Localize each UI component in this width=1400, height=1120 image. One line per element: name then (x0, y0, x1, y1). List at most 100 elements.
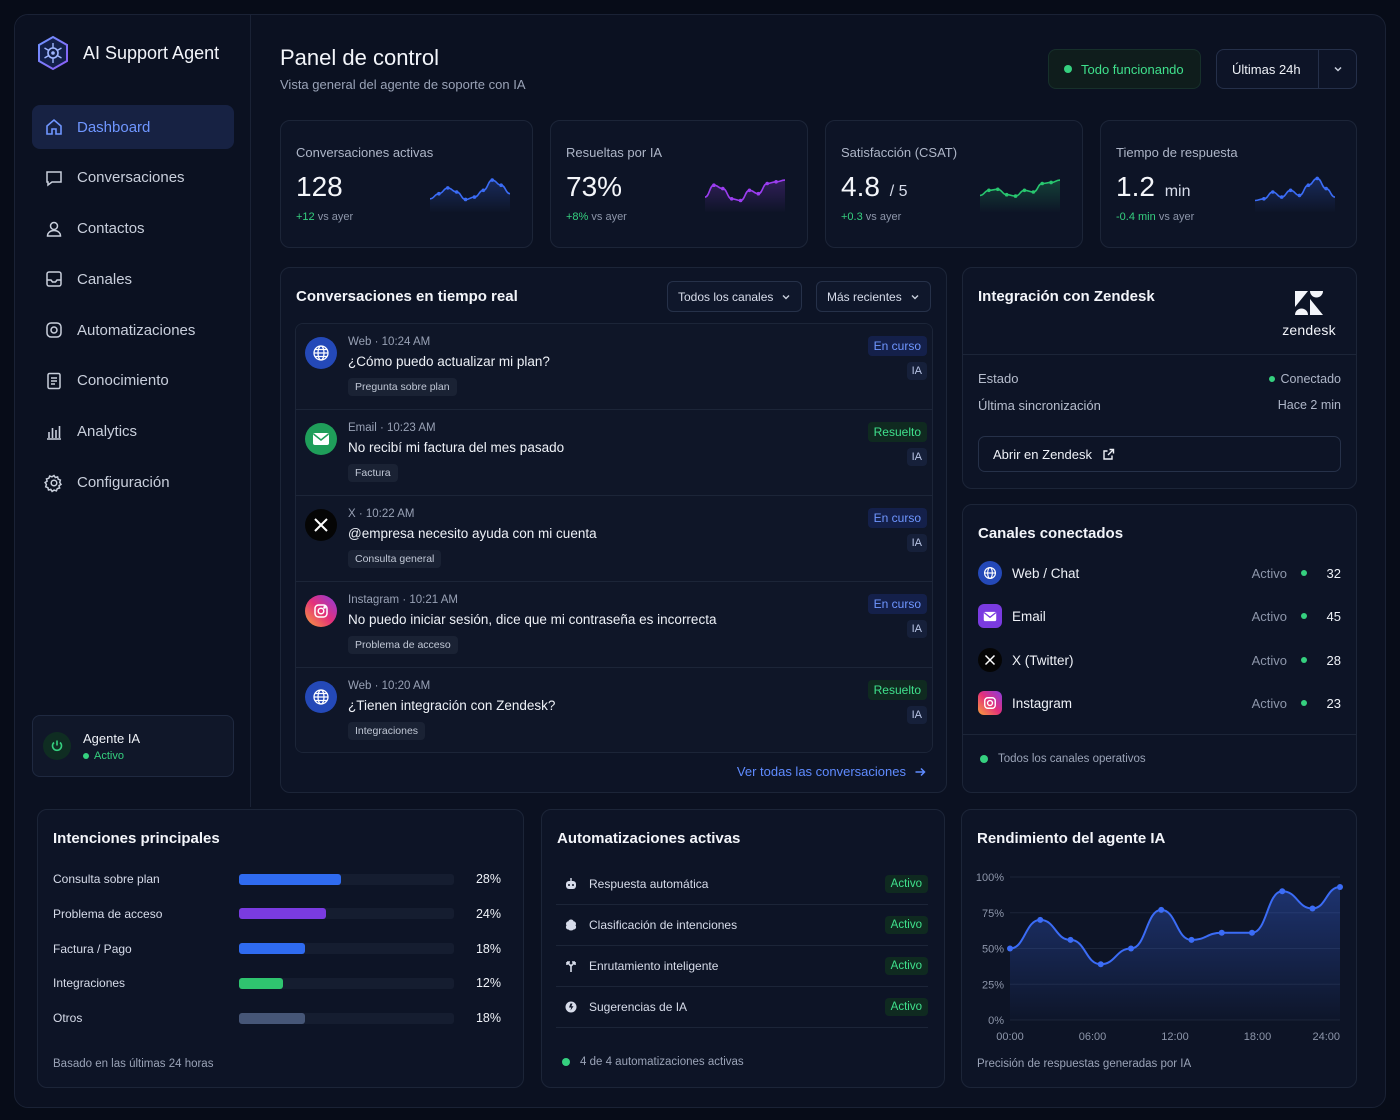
chart-caption: Precisión de respuestas generadas por IA (977, 1058, 1192, 1070)
kpi-value: 73% (566, 171, 622, 203)
sidebar-item-contactos[interactable]: Contactos (32, 207, 234, 251)
sync-value: Hace 2 min (1277, 398, 1341, 412)
conversation-row[interactable]: Instagram · 10:21 AM No puedo iniciar se… (296, 582, 932, 668)
sparkline-point (1315, 176, 1320, 181)
globe-icon (305, 681, 337, 713)
kpi-value: 4.8 / 5 (841, 171, 908, 203)
mail-icon (305, 423, 337, 455)
kpi-card-csat[interactable]: Satisfacción (CSAT) 4.8 / 5 +0.3 vs ayer (825, 120, 1083, 248)
sort-select[interactable]: Más recientes (816, 281, 931, 312)
intent-row[interactable]: Consulta sobre plan 28% (53, 869, 501, 889)
channel-row-web[interactable]: Web / Chat Activo 32 (978, 559, 1341, 587)
conversation-message: @empresa necesito ayuda con mi cuenta (348, 526, 597, 541)
y-tick-label: 0% (988, 1015, 1004, 1027)
sidebar-item-analytics[interactable]: Analytics (32, 410, 234, 454)
state-value-text: Conectado (1280, 371, 1341, 386)
panel-title: Integración con Zendesk (978, 288, 1155, 305)
sparkline-point (1262, 197, 1266, 201)
state-value: Conectado (1268, 371, 1341, 386)
intents-footer: Basado en las últimas 24 horas (53, 1058, 214, 1070)
divider (963, 734, 1356, 735)
intent-row[interactable]: Problema de acceso 24% (53, 904, 501, 924)
intent-row[interactable]: Integraciones 12% (53, 973, 501, 993)
channel-state: Activo (1251, 695, 1287, 711)
conversation-message: ¿Cómo puedo actualizar mi plan? (348, 354, 550, 369)
sparkline-line (429, 179, 511, 201)
conversation-row[interactable]: Web · 10:20 AM ¿Tienen integración con Z… (296, 668, 932, 752)
intent-row[interactable]: Otros 18% (53, 1008, 501, 1028)
kpi-value: 1.2 min (1116, 171, 1191, 203)
system-status-badge[interactable]: Todo funcionando (1048, 49, 1201, 89)
kpi-card-response-time[interactable]: Tiempo de respuesta 1.2 min -0.4 min vs … (1100, 120, 1357, 248)
chart-point (1188, 936, 1195, 943)
channel-row-email[interactable]: Email Activo 45 (978, 602, 1341, 630)
conversation-row[interactable]: Web · 10:24 AM ¿Cómo puedo actualizar mi… (296, 324, 932, 410)
kpi-label: Resueltas por IA (566, 145, 663, 160)
mail-icon (978, 604, 1002, 628)
channel-row-x[interactable]: X (Twitter) Activo 28 (978, 646, 1341, 674)
sidebar-item-canales[interactable]: Canales (32, 257, 234, 301)
view-all-conversations-link[interactable]: Ver todas las conversaciones (737, 764, 926, 779)
sparkline-point (987, 188, 991, 193)
conversation-row[interactable]: Email · 10:23 AM No recibí mi factura de… (296, 410, 932, 496)
sidebar-nav: Dashboard Conversaciones Contactos Canal… (32, 105, 234, 511)
channel-state: Activo (1251, 652, 1287, 668)
agent-status-card[interactable]: Agente IA Activo (32, 715, 234, 777)
ai-badge: IA (906, 448, 927, 466)
brain-icon (565, 919, 577, 931)
sparkline-point (774, 180, 778, 184)
time-range-label: Últimas 24h (1232, 61, 1301, 77)
chart-point (1309, 905, 1316, 912)
route-icon (566, 961, 576, 972)
sparkline-area (980, 180, 1060, 213)
open-zendesk-button[interactable]: Abrir en Zendesk (978, 436, 1341, 472)
time-range-select[interactable]: Últimas 24h (1216, 49, 1357, 89)
app-logo[interactable]: AI Support Agent (35, 35, 219, 71)
sparkline-point (720, 186, 725, 191)
kpi-card-active-conversations[interactable]: Conversaciones activas 128 +12 vs ayer (280, 120, 533, 248)
channel-row-instagram[interactable]: Instagram Activo 23 (978, 689, 1341, 717)
sidebar-item-dashboard[interactable]: Dashboard (32, 105, 234, 149)
zendesk-logo: zendesk (1276, 290, 1342, 338)
automation-row[interactable]: Enrutamiento inteligente Activo (556, 946, 928, 987)
kpi-label: Tiempo de respuesta (1116, 145, 1238, 160)
chart-point (1037, 916, 1044, 923)
chart-point (1097, 961, 1104, 968)
kpi-delta-value: +12 (296, 211, 315, 223)
kpi-unit: / 5 (889, 183, 908, 200)
sidebar-item-automatizaciones[interactable]: Automatizaciones (32, 308, 234, 352)
automation-row[interactable]: Respuesta automática Activo (556, 864, 928, 905)
status-badge: Activo (884, 957, 928, 975)
panel-title: Intenciones principales (53, 830, 220, 847)
automation-row[interactable]: Sugerencias de IA Activo (556, 987, 928, 1028)
panel-title: Rendimiento del agente IA (977, 830, 1166, 847)
chevron-down-icon (1319, 63, 1356, 75)
intent-row[interactable]: Factura / Pago 18% (53, 939, 501, 959)
conversation-message: No recibí mi factura del mes pasado (348, 440, 565, 455)
kpi-sparkline (1254, 176, 1336, 213)
status-dot (980, 755, 988, 763)
kpi-delta-value: +8% (566, 211, 589, 223)
sparkline-point (490, 178, 495, 182)
intent-percentage: 18% (475, 1011, 501, 1026)
sidebar-item-configuracion[interactable]: Configuración (32, 461, 234, 505)
intent-bar-track (239, 873, 454, 885)
sparkline-point (472, 195, 477, 199)
channel-name: X (Twitter) (1012, 652, 1074, 668)
kpi-card-ai-resolved[interactable]: Resueltas por IA 73% +8% vs ayer (550, 120, 808, 248)
channel-filter-select[interactable]: Todos los canales (667, 281, 803, 312)
filter-label: Todos los canales (678, 289, 774, 304)
agent-status: Activo (83, 750, 140, 762)
automation-row[interactable]: Clasificación de intenciones Activo (556, 905, 928, 946)
conversation-row[interactable]: X · 10:22 AM @empresa necesito ayuda con… (296, 496, 932, 582)
channel-count: 28 (1326, 652, 1341, 668)
sidebar-item-conocimiento[interactable]: Conocimiento (32, 359, 234, 403)
status-badge: En curso (867, 594, 927, 614)
channel-count: 45 (1326, 608, 1341, 624)
instagram-icon (978, 691, 1002, 715)
conversation-message: No puedo iniciar sesión, dice que mi con… (348, 612, 717, 627)
chart-point (1279, 888, 1286, 895)
status-dot (1268, 375, 1275, 382)
sidebar-item-conversaciones[interactable]: Conversaciones (32, 156, 234, 200)
external-link-icon (1103, 448, 1115, 460)
